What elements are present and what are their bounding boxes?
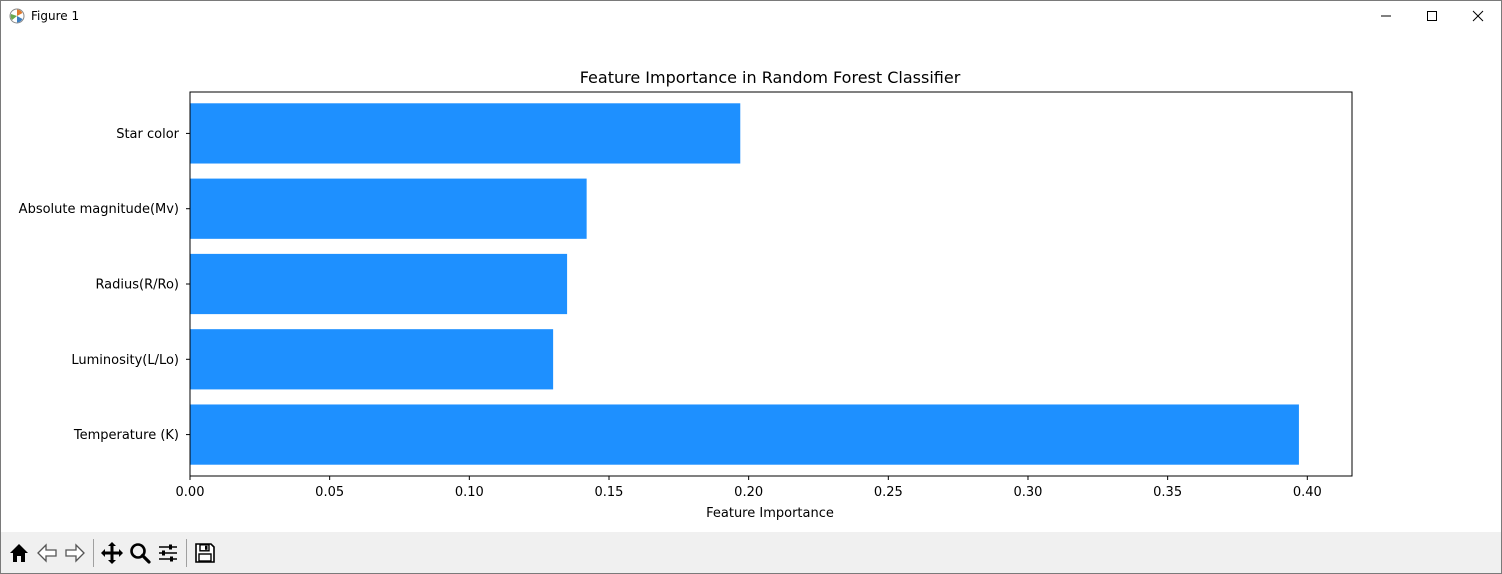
bar <box>190 404 1299 465</box>
plot-area: Feature Importance in Random Forest Clas… <box>1 31 1501 531</box>
save-button[interactable] <box>191 538 219 568</box>
y-tick-label: Absolute magnitude(Mv) <box>19 202 179 217</box>
home-button[interactable] <box>5 538 33 568</box>
chart-title: Feature Importance in Random Forest Clas… <box>580 68 961 87</box>
save-icon <box>195 542 215 563</box>
zoom-icon <box>130 542 151 564</box>
x-tick-label: 0.10 <box>455 485 484 500</box>
home-icon <box>10 543 28 562</box>
window-title: Figure 1 <box>31 9 80 23</box>
forward-icon <box>65 542 85 563</box>
y-tick-label: Radius(R/Ro) <box>95 278 179 293</box>
forward-button[interactable] <box>61 538 89 568</box>
back-icon <box>37 542 57 563</box>
x-tick-label: 0.25 <box>874 485 903 500</box>
x-tick-label: 0.05 <box>315 485 344 500</box>
minimize-button[interactable] <box>1363 1 1409 31</box>
bar <box>190 178 587 239</box>
close-button[interactable] <box>1455 1 1501 31</box>
x-tick-label: 0.35 <box>1153 485 1182 500</box>
x-ticks: 0.00 0.05 0.10 0.15 0.20 0.25 0.30 0.35 0.40 <box>176 476 1322 500</box>
toolbar-separator <box>93 538 94 567</box>
maximize-icon <box>1427 11 1437 21</box>
window-controls <box>1363 1 1501 31</box>
back-button[interactable] <box>33 538 61 568</box>
y-tick-label: Temperature (K) <box>73 428 179 443</box>
toolbar-separator <box>186 538 187 567</box>
maximize-button[interactable] <box>1409 1 1455 31</box>
x-tick-label: 0.15 <box>595 485 624 500</box>
bars-layer <box>190 103 1299 465</box>
bar <box>190 329 554 390</box>
y-ticks: Temperature (K) Luminosity(L/Lo) Radius(R/… <box>19 127 190 443</box>
bar-chart: Feature Importance in Random Forest Clas… <box>19 68 1353 521</box>
minimize-icon <box>1381 15 1391 17</box>
close-icon <box>1472 10 1484 22</box>
zoom-button[interactable] <box>126 538 154 568</box>
title-bar: Figure 1 <box>1 1 1501 31</box>
y-tick-label: Star color <box>116 127 179 142</box>
configure-subplots-button[interactable] <box>154 538 182 568</box>
matplotlib-logo-icon <box>9 8 25 24</box>
x-axis-label: Feature Importance <box>706 506 834 521</box>
bar <box>190 103 741 164</box>
x-tick-label: 0.00 <box>176 485 205 500</box>
x-tick-label: 0.30 <box>1014 485 1043 500</box>
x-tick-label: 0.40 <box>1293 485 1322 500</box>
y-tick-label: Luminosity(L/Lo) <box>71 353 179 368</box>
navigation-toolbar <box>1 532 1501 573</box>
x-tick-label: 0.20 <box>734 485 763 500</box>
bar <box>190 253 568 315</box>
pan-button[interactable] <box>98 538 126 568</box>
configure-subplots-icon <box>159 544 177 561</box>
pan-icon <box>101 541 123 564</box>
